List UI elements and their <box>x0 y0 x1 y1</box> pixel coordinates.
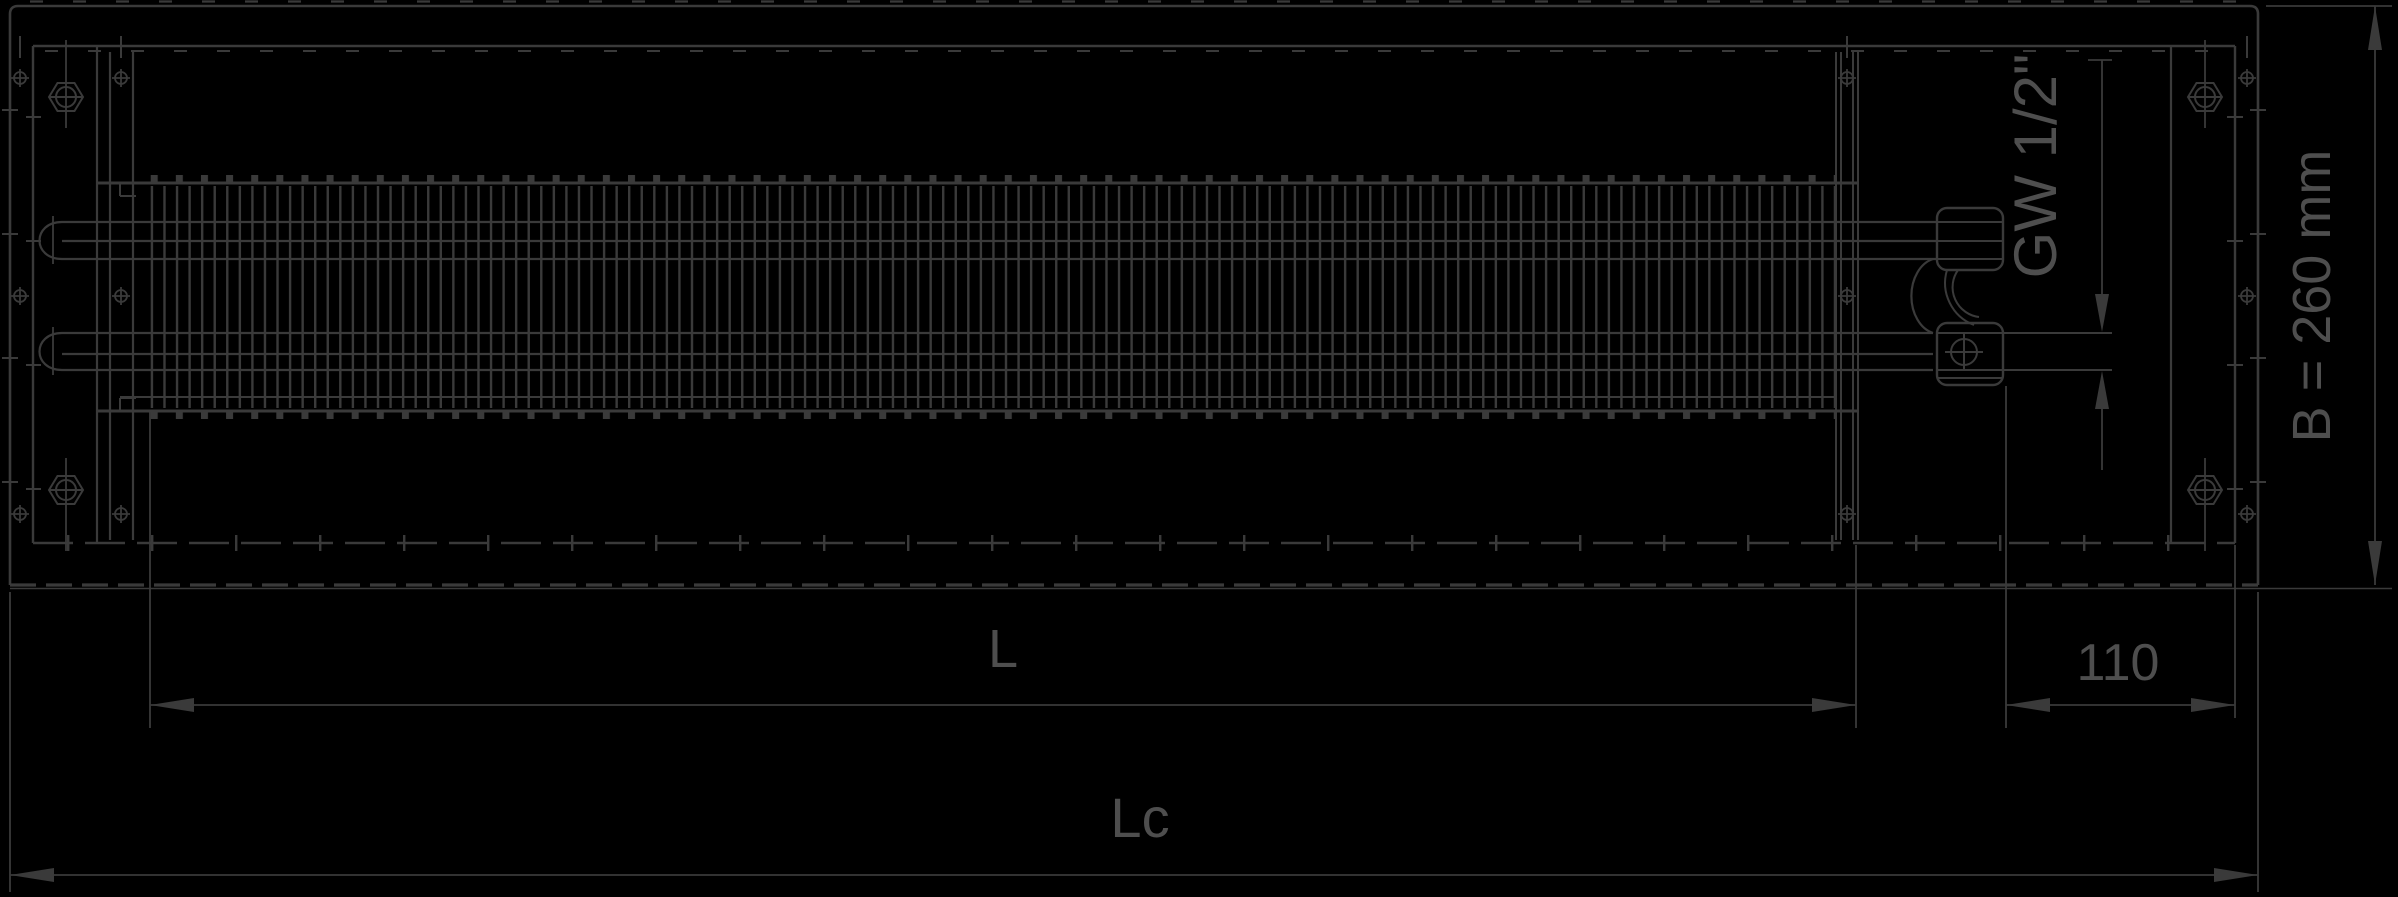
pipes <box>38 216 1937 375</box>
dim-connection-110: 110 <box>2005 386 2236 728</box>
dim-width-B: B = 260 mm <box>2266 5 2392 585</box>
dim-casing-length-Lc: Lc <box>9 592 2259 892</box>
arrow-right-icon <box>2191 698 2235 712</box>
outer-frame-edge-ticks <box>2 109 2266 483</box>
adjuster-screw-icon <box>2186 81 2224 113</box>
valve-knob-lower <box>1935 321 2005 387</box>
end-plate-notches <box>119 183 136 411</box>
strip-screw-icon <box>110 67 132 89</box>
flange-screw-icon <box>2236 67 2258 89</box>
flange-screw-icon <box>9 503 31 525</box>
fin-nubs-bottom <box>150 410 1835 419</box>
dim-thread: GW 1/2" <box>2002 54 2112 470</box>
upper-tube-end-cap <box>38 220 63 261</box>
outer-frame-edge <box>8 4 2260 585</box>
heat-exchanger <box>97 52 1859 540</box>
flange-screw-icon <box>9 67 31 89</box>
valve-assembly <box>1935 206 2112 387</box>
arrow-right-icon <box>2214 868 2258 882</box>
fin-pack <box>150 186 1835 408</box>
flange-screw-icon <box>9 285 31 307</box>
right-mounting-strip <box>1835 52 1859 540</box>
inner-casing <box>19 36 2248 551</box>
adjuster-screw-icon <box>47 81 85 113</box>
return-bend <box>1910 257 1934 335</box>
strip-screw-icon <box>110 503 132 525</box>
casing-length-label: Lc <box>1110 786 1169 849</box>
thread-size-label: GW 1/2" <box>2002 54 2069 279</box>
adjuster-screw-icon <box>2186 474 2224 506</box>
lower-tube-end-cap <box>38 331 63 372</box>
inner-casing-edge-ticks <box>19 36 2248 490</box>
valve-screw-icon <box>1945 333 1983 371</box>
arrow-left-icon <box>150 698 194 712</box>
strip-screw-icon <box>110 285 132 307</box>
casing-width-label: B = 260 mm <box>2282 150 2342 443</box>
dim-length-L: L <box>149 411 1857 728</box>
right-end-cap <box>2169 40 2258 551</box>
valve-connector-arc-inner <box>1951 269 1980 318</box>
arrow-down-icon <box>2095 294 2109 332</box>
arrow-down-icon <box>2368 541 2382 585</box>
flange-screw-icon <box>2236 503 2258 525</box>
arrow-left-icon <box>2006 698 2050 712</box>
outer-frame <box>2 0 2392 590</box>
arrow-up-icon <box>2368 6 2382 50</box>
flange-screw-icon <box>2236 285 2258 307</box>
exchanger-length-label: L <box>988 619 1018 679</box>
fin-nubs-top <box>150 175 1835 184</box>
connection-section-label: 110 <box>2077 634 2160 692</box>
adjuster-screw-icon <box>47 474 85 506</box>
arrow-up-icon <box>2095 371 2109 409</box>
arrow-right-icon <box>1812 698 1856 712</box>
inner-casing-bottom-ticks <box>40 535 2230 551</box>
valve-knob-upper <box>1935 206 2005 272</box>
left-end-cap <box>9 40 135 551</box>
valve-connector-arc-outer <box>1944 269 1975 326</box>
arrow-left-icon <box>10 868 54 882</box>
